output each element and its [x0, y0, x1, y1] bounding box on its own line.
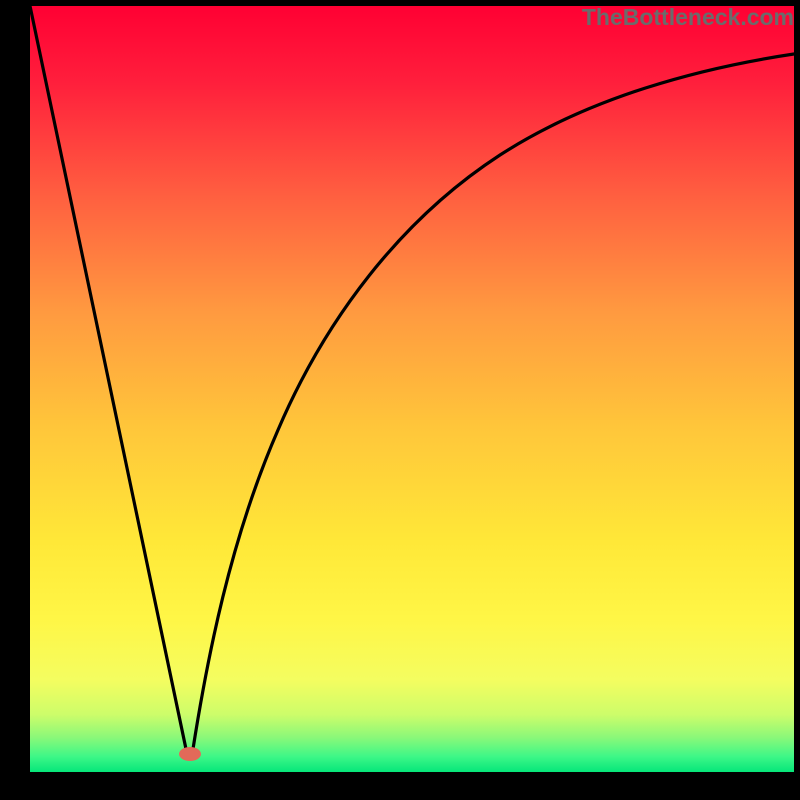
border-right	[794, 0, 800, 800]
bottleneck-chart	[0, 0, 800, 800]
chart-container: TheBottleneck.com	[0, 0, 800, 800]
border-bottom	[0, 772, 800, 800]
gradient-background	[30, 6, 794, 772]
border-left	[0, 0, 30, 800]
watermark-text: TheBottleneck.com	[582, 4, 794, 31]
minimum-marker	[179, 747, 201, 761]
